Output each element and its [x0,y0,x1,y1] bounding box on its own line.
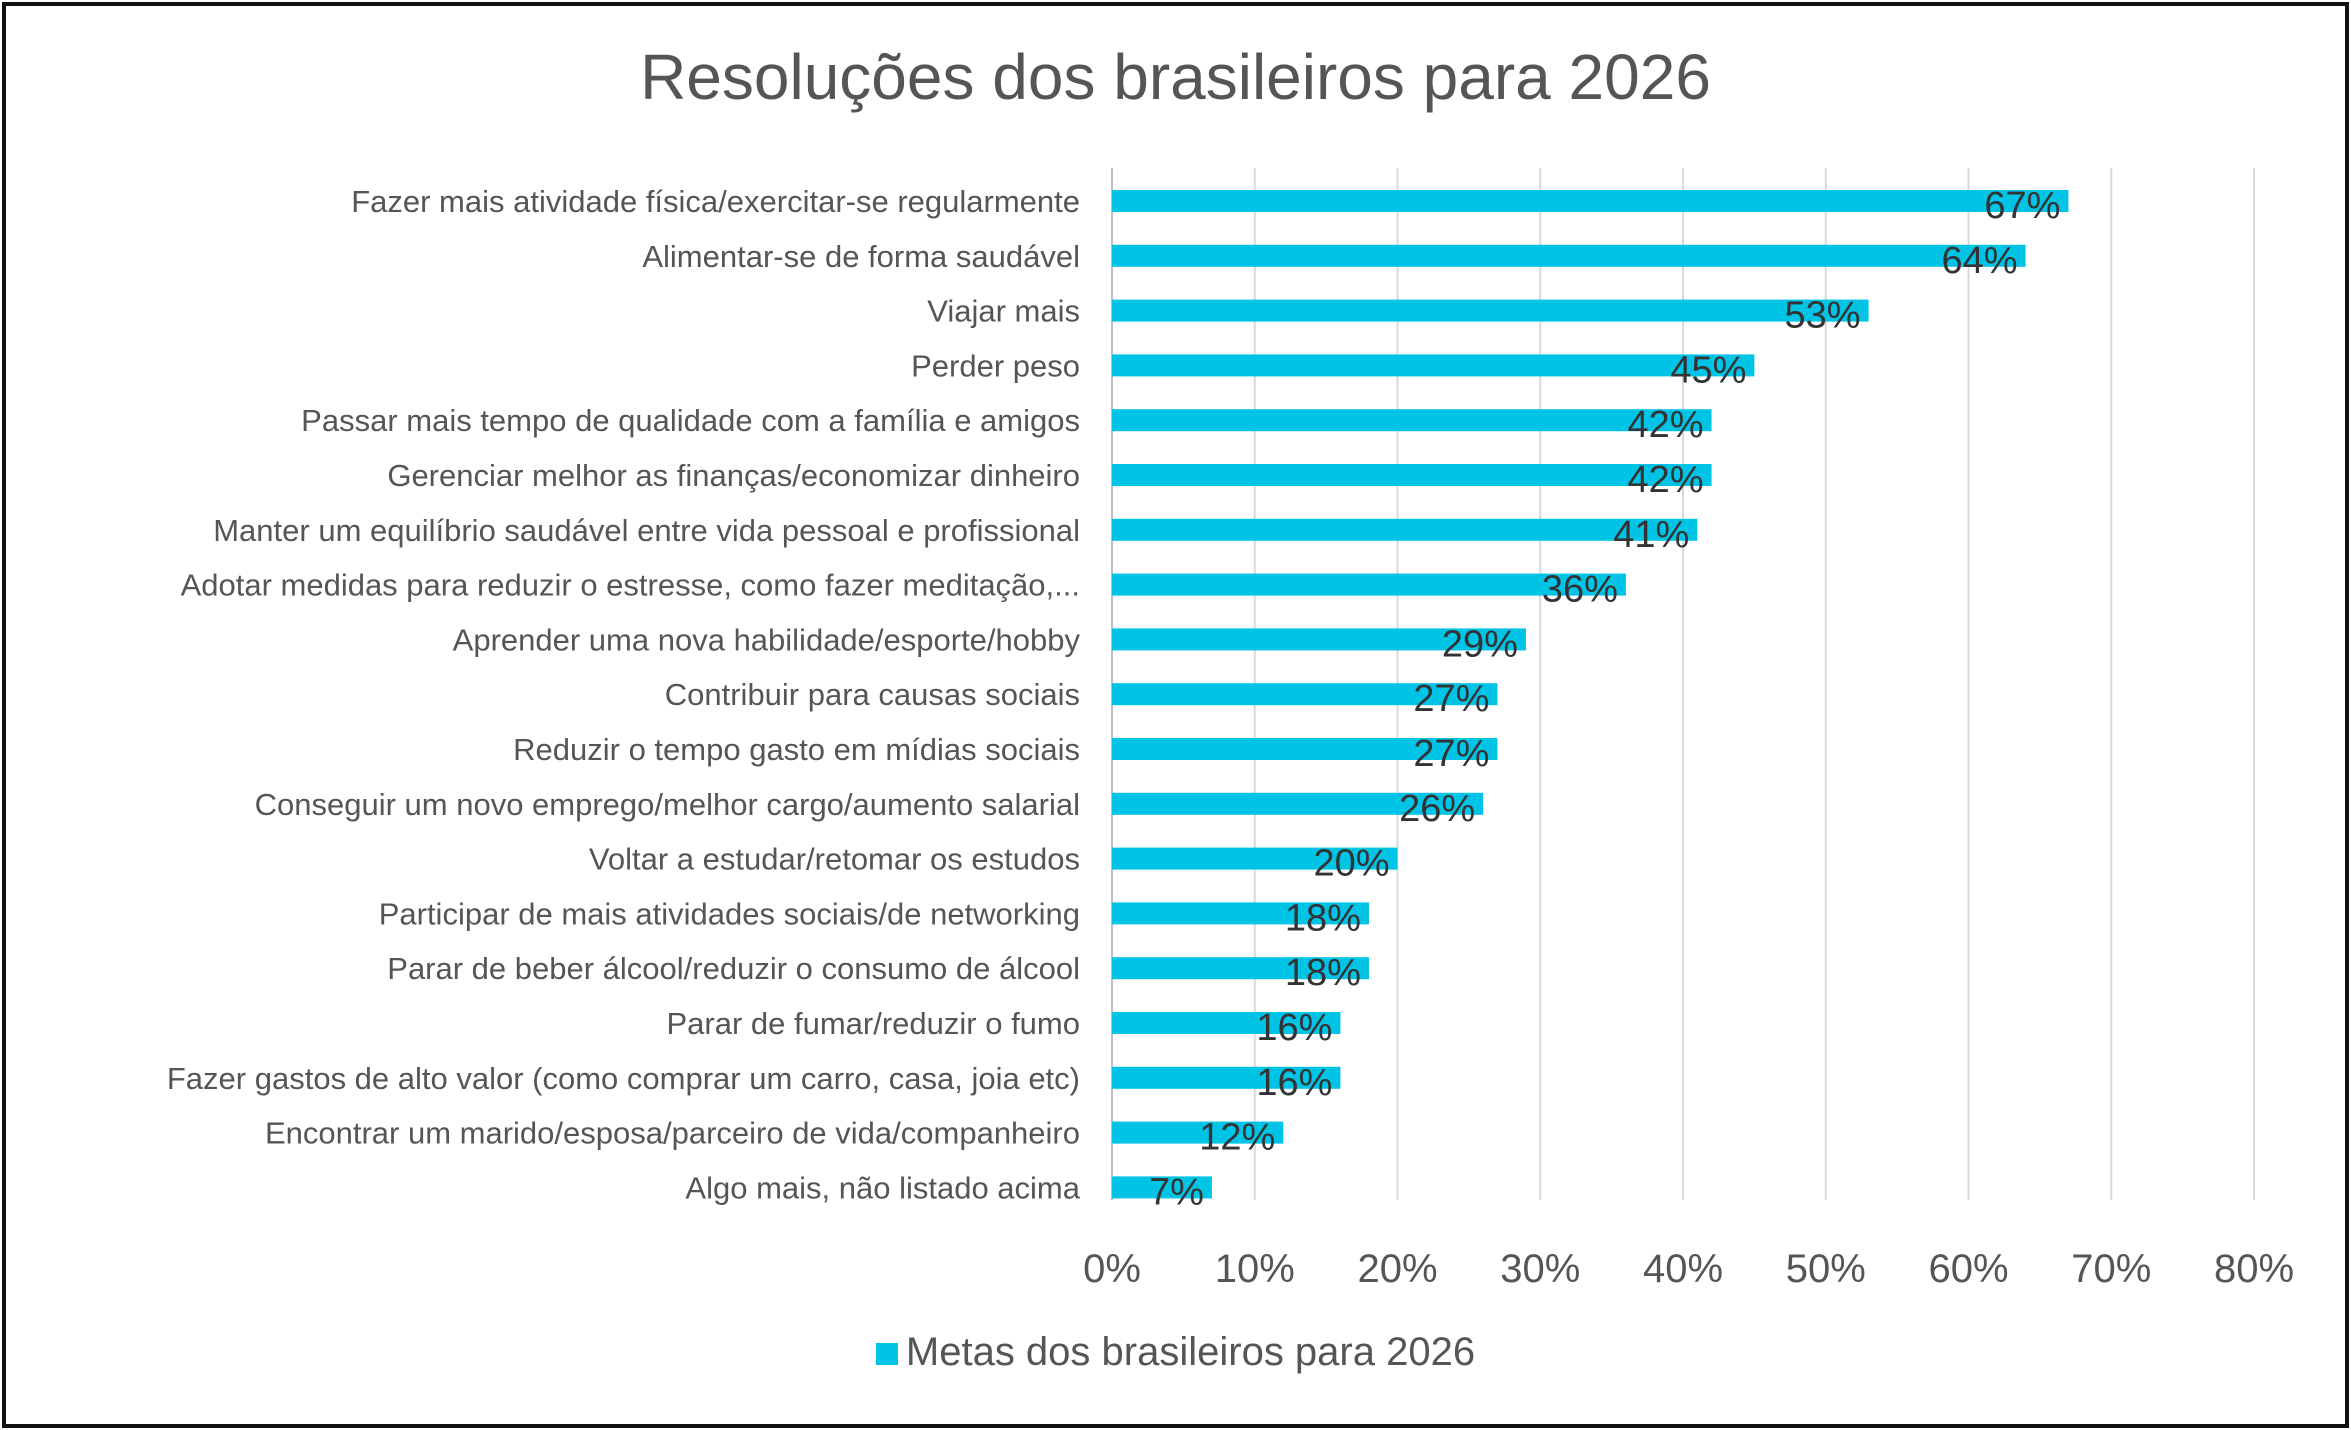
data-label: 27% [1413,733,1489,775]
data-label: 16% [1256,1007,1332,1049]
data-label: 7% [1149,1171,1204,1213]
chart-title: Resoluções dos brasileiros para 2026 [640,41,1711,113]
data-label: 29% [1442,623,1518,665]
data-label: 42% [1627,459,1703,501]
category-label: Voltar a estudar/retomar os estudos [589,842,1080,877]
bar [1112,957,1369,980]
legend-swatch [875,1343,898,1366]
data-label: 41% [1613,514,1689,556]
bar [1112,244,2026,267]
x-tick-label: 70% [2071,1247,2151,1291]
bar [1112,902,1369,925]
data-label: 64% [1942,240,2018,282]
data-label: 36% [1542,569,1618,611]
data-label: 18% [1285,897,1361,939]
data-label: 26% [1399,788,1475,830]
x-tick-label: 50% [1786,1247,1866,1291]
data-label: 12% [1199,1117,1275,1159]
category-label: Conseguir um novo emprego/melhor cargo/a… [255,787,1080,822]
category-label: Alimentar-se de forma saudável [642,239,1080,274]
data-label: 45% [1670,349,1746,391]
category-label: Passar mais tempo de qualidade com a fam… [301,403,1080,438]
data-label: 27% [1413,678,1489,720]
bar [1112,683,1498,706]
data-label: 18% [1285,952,1361,994]
legend-label: Metas dos brasileiros para 2026 [905,1330,1476,1374]
category-label: Fazer gastos de alto valor (como comprar… [167,1061,1080,1096]
x-tick-label: 30% [1500,1247,1580,1291]
category-label: Adotar medidas para reduzir o estresse, … [181,568,1080,603]
x-tick-label: 80% [2214,1247,2294,1291]
category-label: Gerenciar melhor as finanças/economizar … [387,458,1080,493]
category-label: Contribuir para causas sociais [665,677,1080,712]
category-label: Participar de mais atividades sociais/de… [379,896,1080,931]
category-label: Encontrar um marido/esposa/parceiro de v… [265,1116,1080,1151]
x-tick-label: 40% [1643,1247,1723,1291]
bar [1112,409,1712,432]
category-label: Reduzir o tempo gasto em mídias sociais [513,732,1080,767]
category-label: Fazer mais atividade física/exercitar-se… [351,184,1080,219]
category-label: Parar de fumar/reduzir o fumo [666,1006,1080,1041]
bar [1112,792,1484,815]
bar [1112,1121,1284,1144]
category-label: Viajar mais [927,294,1080,329]
data-label: 16% [1256,1062,1332,1104]
data-label: 53% [1785,295,1861,337]
category-label: Manter um equilíbrio saudável entre vida… [213,513,1080,548]
bar [1112,1012,1341,1034]
x-tick-label: 20% [1357,1247,1437,1291]
data-label: 67% [1984,185,2060,227]
bar [1112,354,1755,377]
category-label: Aprender uma nova habilidade/esporte/hob… [453,622,1081,657]
bar [1112,190,2069,212]
legend: Metas dos brasileiros para 2026 [0,1330,2351,1375]
bar [1112,573,1626,596]
bar [1112,738,1498,760]
category-label: Parar de beber álcool/reduzir o consumo … [387,951,1080,986]
bar [1112,299,1869,322]
bar [1112,628,1526,651]
data-label: 42% [1627,404,1703,446]
data-label: 20% [1313,843,1389,885]
bar [1112,847,1398,870]
x-tick-label: 60% [1928,1247,2008,1291]
category-label: Algo mais, não listado acima [685,1170,1080,1205]
x-tick-label: 10% [1215,1247,1295,1291]
x-tick-label: 0% [1083,1247,1141,1291]
bar [1112,464,1712,486]
bar [1112,1066,1341,1089]
bar [1112,1176,1212,1199]
category-label: Perder peso [911,348,1080,383]
bar [1112,518,1698,541]
